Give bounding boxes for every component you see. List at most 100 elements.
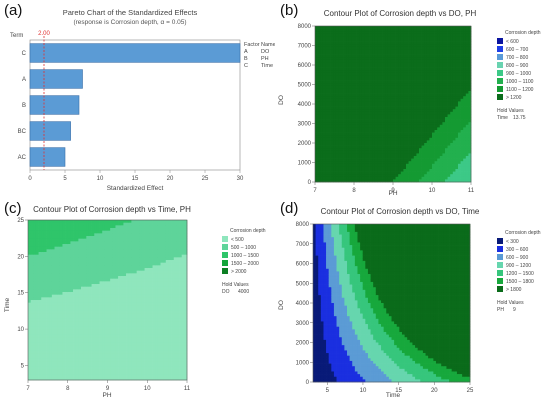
contour-b-cell	[361, 117, 365, 120]
contour-b-cell	[408, 46, 412, 50]
contour-b-cell	[315, 52, 318, 55]
contour-b-cell	[403, 117, 407, 120]
contour-b-cell	[445, 44, 448, 48]
contour-b-cell	[439, 171, 443, 175]
contour-b-cell	[346, 171, 350, 175]
contour-b-cell	[380, 135, 383, 139]
contour-b-cell	[356, 153, 360, 157]
contour-b-cell	[429, 65, 433, 68]
contour-b-cell	[385, 171, 389, 175]
contour-b-cell	[372, 75, 376, 79]
contour-b-hold-title: Hold Values	[497, 108, 524, 114]
contour-c-cell	[28, 350, 31, 354]
contour-b-cell	[468, 132, 472, 136]
contour-b-cell	[385, 169, 389, 172]
contour-b-cell	[447, 143, 451, 146]
contour-c-cell	[83, 244, 87, 248]
contour-b-cell	[374, 31, 378, 35]
contour-b-cell	[437, 169, 441, 172]
contour-b-cell	[406, 33, 409, 37]
contour-b-cell	[398, 62, 402, 66]
contour-b-cell	[315, 83, 318, 87]
contour-b-cell	[380, 98, 383, 102]
contour-b-cell	[465, 26, 469, 29]
contour-b-cell	[372, 93, 376, 97]
contour-c-cell	[30, 238, 34, 242]
contour-b-cell	[406, 59, 409, 63]
contour-b-cell	[338, 57, 342, 61]
contour-c-cell	[57, 302, 61, 306]
contour-c-cell	[73, 340, 77, 344]
contour-c-cell	[70, 305, 74, 309]
contour-c-cell	[35, 270, 39, 274]
contour-b-cell	[445, 49, 448, 53]
contour-b-cell	[351, 83, 355, 87]
contour-b-cell	[429, 101, 433, 105]
contour-b-cell	[341, 135, 344, 139]
contour-c-cell	[38, 332, 42, 336]
contour-c-cell	[30, 252, 34, 256]
contour-b-cell	[395, 83, 399, 87]
contour-c-cell	[33, 358, 37, 362]
contour-b-cell	[322, 171, 326, 175]
contour-b-cell	[322, 96, 326, 100]
contour-b-cell	[398, 67, 402, 71]
contour-b-cell	[465, 33, 469, 37]
contour-c-cell	[78, 313, 82, 317]
contour-c-cell	[62, 321, 66, 325]
contour-b-cell	[320, 26, 324, 29]
contour-b-cell	[455, 169, 459, 172]
contour-c-cell	[49, 268, 53, 272]
contour-b-cell	[369, 70, 373, 74]
contour-b-cell	[387, 127, 391, 131]
contour-c-cell	[49, 345, 53, 349]
contour-c-cell	[62, 276, 66, 280]
contour-c-cell	[30, 254, 34, 258]
contour-b-cell	[406, 114, 409, 118]
contour-b-cell	[419, 130, 422, 133]
contour-c-cell	[57, 292, 61, 296]
contour-b-cell	[452, 41, 456, 45]
contour-b-cell	[322, 88, 326, 92]
contour-c-cell	[28, 332, 31, 336]
contour-b-cell	[419, 161, 422, 165]
contour-b-cell	[400, 163, 404, 167]
contour-b-cell	[317, 96, 321, 100]
contour-b-cell	[463, 179, 467, 183]
contour-c-cell	[28, 297, 31, 301]
contour-b-cell	[460, 106, 464, 110]
contour-b-cell	[348, 148, 352, 152]
contour-b-cell	[333, 36, 337, 40]
contour-b-cell	[424, 72, 428, 76]
contour-b-cell	[354, 49, 357, 53]
contour-b-cell	[465, 52, 469, 55]
contour-b-cell	[380, 150, 383, 154]
contour-b-cell	[385, 36, 389, 40]
contour-c-cell	[70, 334, 74, 338]
contour-b-cell	[335, 57, 339, 61]
contour-b-cell	[411, 62, 415, 66]
contour-b-cell	[458, 132, 461, 136]
contour-b-cell	[458, 46, 461, 50]
contour-b-cell	[343, 122, 347, 126]
contour-b-cell	[398, 88, 402, 92]
contour-b-cell	[421, 54, 425, 58]
contour-b-cell	[374, 111, 378, 115]
contour-b-cell	[351, 145, 355, 149]
contour-b-cell	[439, 169, 443, 172]
contour-b-cell	[343, 114, 347, 118]
contour-c-cell	[83, 268, 87, 272]
contour-b-cell	[341, 109, 344, 113]
contour-c-cell	[33, 286, 37, 290]
contour-c-cell	[65, 244, 69, 248]
contour-b-cell	[322, 143, 326, 146]
contour-b-cell	[393, 135, 396, 139]
contour-b-cell	[452, 67, 456, 71]
contour-b-cell	[385, 111, 389, 115]
contour-c-cell	[57, 281, 61, 285]
contour-b-cell	[382, 36, 386, 40]
contour-b-cell	[382, 156, 386, 159]
contour-b-cell	[341, 101, 344, 105]
contour-c-cell	[41, 374, 45, 378]
contour-c-cell	[33, 348, 37, 352]
